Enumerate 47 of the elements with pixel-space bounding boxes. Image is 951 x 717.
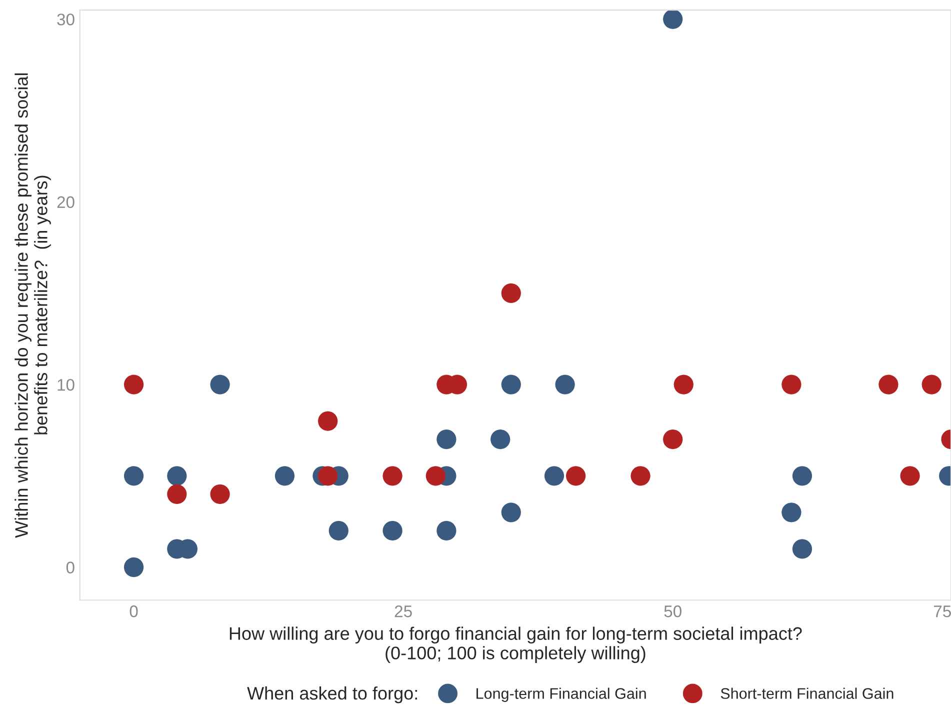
- y-tick-label: 20: [57, 196, 74, 208]
- point: [328, 520, 348, 541]
- point: [501, 374, 521, 394]
- legend-label: Short-term Financial Gain: [720, 688, 894, 699]
- point: [382, 466, 402, 486]
- x-axis-title: How willing are you to forgo financial gain for long-term societal impact? (0-100; 100 is completely willing): [230, 626, 802, 663]
- point: [674, 374, 694, 394]
- point: [210, 484, 230, 504]
- point: [900, 466, 920, 486]
- point: [544, 466, 564, 486]
- point: [490, 430, 510, 450]
- x-tick-label: 50: [664, 605, 682, 618]
- point: [167, 484, 187, 504]
- point: [124, 557, 144, 578]
- point: [663, 9, 683, 29]
- legend-title: When asked to forgo:: [247, 686, 417, 704]
- point: [792, 466, 812, 486]
- point: [318, 411, 338, 431]
- point: [382, 520, 402, 541]
- point: [167, 466, 187, 486]
- point: [878, 374, 898, 394]
- point: [274, 466, 295, 486]
- point: [792, 539, 812, 559]
- legend-label: Long-term Financial Gain: [476, 688, 646, 702]
- point: [318, 466, 338, 486]
- x-tick-label: 25: [394, 605, 412, 618]
- point: [124, 466, 144, 486]
- point: [436, 430, 456, 450]
- point: [922, 374, 942, 394]
- y-tick-label: 10: [58, 378, 74, 391]
- y-axis-title: Within which horizon do you require these promised social benefits to materilize? (in years): [14, 73, 51, 538]
- point: [782, 374, 802, 394]
- x-tick-label: 0: [130, 605, 138, 618]
- point: [663, 430, 683, 450]
- point: [555, 374, 575, 394]
- point: [501, 502, 521, 522]
- y-tick-label: 30: [57, 14, 74, 26]
- point: [630, 466, 650, 486]
- point: [124, 374, 144, 394]
- point: [210, 374, 230, 394]
- point: [436, 520, 456, 541]
- point: [782, 502, 802, 522]
- x-tick-label: 75: [934, 606, 951, 618]
- point: [426, 466, 446, 486]
- point: [566, 466, 586, 486]
- point: [501, 283, 521, 304]
- y-tick-label: 0: [66, 562, 74, 574]
